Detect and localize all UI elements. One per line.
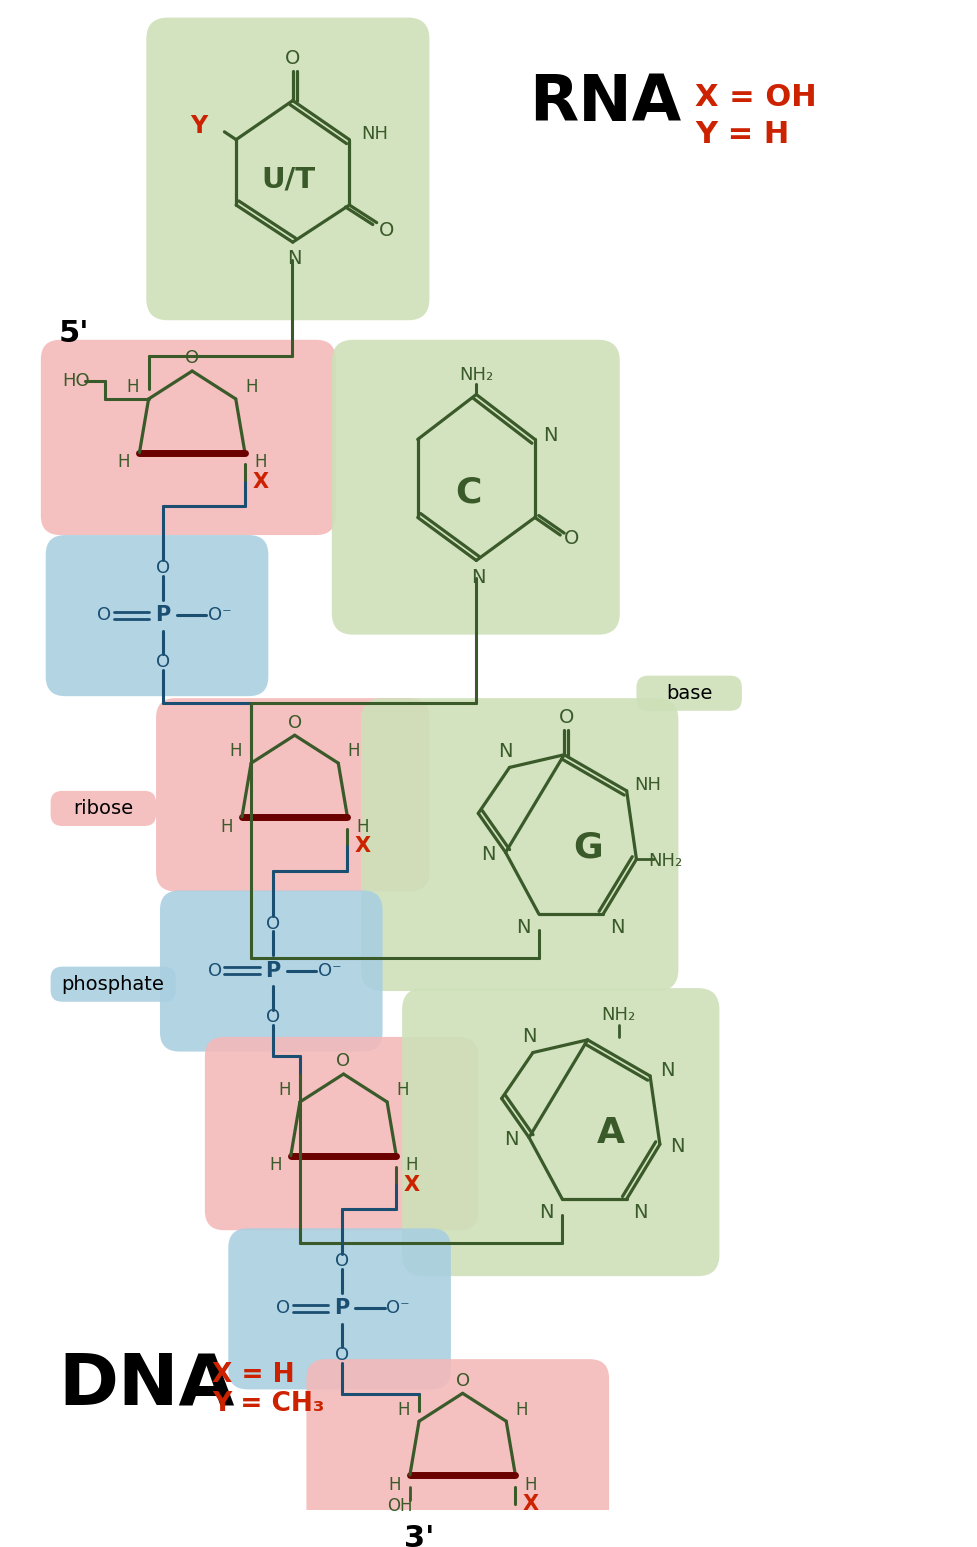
Text: NH₂: NH₂ <box>459 367 493 384</box>
FancyBboxPatch shape <box>160 891 382 1052</box>
Text: NH: NH <box>361 125 388 142</box>
FancyBboxPatch shape <box>361 698 678 992</box>
Text: N: N <box>669 1137 684 1156</box>
Text: O: O <box>155 560 170 577</box>
Text: H: H <box>229 743 241 761</box>
Text: O: O <box>185 350 199 367</box>
Text: N: N <box>481 845 494 863</box>
Text: phosphate: phosphate <box>62 975 164 993</box>
Text: O: O <box>266 1009 280 1026</box>
Text: X = OH: X = OH <box>695 84 816 111</box>
Text: OH: OH <box>387 1497 412 1515</box>
Text: O: O <box>378 221 394 240</box>
Text: N: N <box>538 1204 553 1222</box>
Text: X: X <box>355 835 370 855</box>
Text: N: N <box>659 1061 674 1080</box>
FancyBboxPatch shape <box>156 698 429 891</box>
Text: N: N <box>542 425 557 446</box>
Text: O: O <box>455 1372 469 1389</box>
Text: H: H <box>277 1081 290 1100</box>
FancyBboxPatch shape <box>147 17 429 320</box>
FancyBboxPatch shape <box>636 676 742 710</box>
Text: HO: HO <box>63 371 90 390</box>
Text: NH₂: NH₂ <box>648 852 682 869</box>
Text: X: X <box>252 472 269 492</box>
Text: O: O <box>564 529 579 549</box>
Text: DNA: DNA <box>59 1351 234 1419</box>
Text: O: O <box>97 606 111 623</box>
Text: Y: Y <box>191 114 207 138</box>
Text: N: N <box>471 568 485 586</box>
Text: H: H <box>515 1400 528 1419</box>
FancyBboxPatch shape <box>331 340 619 634</box>
Text: H: H <box>127 377 139 396</box>
FancyBboxPatch shape <box>402 989 719 1276</box>
Text: N: N <box>504 1129 518 1149</box>
FancyBboxPatch shape <box>51 967 176 1002</box>
Text: O⁻: O⁻ <box>318 962 341 979</box>
FancyBboxPatch shape <box>228 1228 450 1389</box>
Text: O⁻: O⁻ <box>386 1299 409 1318</box>
Text: O: O <box>334 1253 348 1270</box>
Text: Y = H: Y = H <box>695 121 788 149</box>
Text: P: P <box>266 961 280 981</box>
Text: 5': 5' <box>59 319 89 348</box>
Text: X: X <box>523 1494 538 1515</box>
Text: H: H <box>397 1400 409 1419</box>
Text: X: X <box>404 1176 419 1194</box>
FancyBboxPatch shape <box>306 1360 609 1547</box>
Text: O: O <box>336 1052 350 1071</box>
Text: N: N <box>632 1204 647 1222</box>
Text: H: H <box>220 818 233 835</box>
Text: H: H <box>117 453 130 472</box>
Text: N: N <box>516 917 530 937</box>
Text: O: O <box>334 1346 348 1364</box>
Text: X = H: X = H <box>211 1361 294 1388</box>
Text: O: O <box>276 1299 290 1318</box>
Text: H: H <box>525 1476 536 1494</box>
Text: O⁻: O⁻ <box>207 606 232 623</box>
Text: H: H <box>396 1081 408 1100</box>
Text: H: H <box>269 1157 281 1174</box>
Text: O: O <box>558 709 573 727</box>
Text: O: O <box>266 914 280 933</box>
Text: NH₂: NH₂ <box>601 1007 635 1024</box>
Text: base: base <box>665 684 711 702</box>
Text: H: H <box>405 1157 418 1174</box>
Text: P: P <box>333 1298 349 1318</box>
Text: A: A <box>596 1115 624 1149</box>
Text: N: N <box>498 743 512 761</box>
Text: O: O <box>155 653 170 671</box>
FancyBboxPatch shape <box>46 535 268 696</box>
Text: U/T: U/T <box>262 166 316 193</box>
Text: H: H <box>245 377 257 396</box>
FancyBboxPatch shape <box>51 791 156 826</box>
Text: H: H <box>388 1476 401 1494</box>
Text: O: O <box>287 713 302 732</box>
Text: Y = CH₃: Y = CH₃ <box>211 1391 323 1417</box>
Text: RNA: RNA <box>529 71 680 133</box>
Text: H: H <box>357 818 369 835</box>
Text: ribose: ribose <box>73 798 133 818</box>
FancyBboxPatch shape <box>204 1036 478 1230</box>
Text: NH: NH <box>634 777 661 794</box>
Text: N: N <box>287 249 302 268</box>
Text: O: O <box>284 50 300 68</box>
Text: P: P <box>155 605 170 625</box>
Text: O: O <box>207 962 222 979</box>
FancyBboxPatch shape <box>41 340 335 535</box>
Text: N: N <box>609 917 623 937</box>
Text: G: G <box>573 831 602 865</box>
Text: H: H <box>254 453 267 472</box>
Text: C: C <box>455 475 482 509</box>
Text: H: H <box>347 743 360 761</box>
Text: 3': 3' <box>404 1524 435 1547</box>
Text: N: N <box>522 1027 535 1046</box>
